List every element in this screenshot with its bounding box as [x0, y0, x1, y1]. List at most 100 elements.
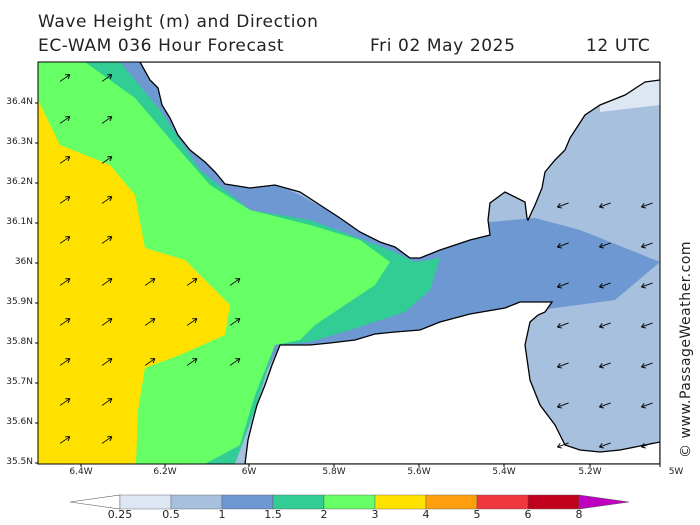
wave-arrow: [557, 402, 569, 409]
wave-arrow: [641, 242, 653, 249]
wave-arrow: [557, 442, 569, 449]
lat-tick-label: 35.9N: [6, 297, 33, 307]
wave-arrow: [186, 358, 198, 366]
wave-arrow: [186, 318, 198, 326]
colorbar-swatch: [170, 494, 223, 510]
lat-tick-label: 35.7N: [6, 377, 33, 387]
lon-tick-label: 5.4W: [492, 467, 516, 477]
wave-arrow: [557, 282, 569, 289]
wave-arrow: [59, 358, 71, 366]
colorbar-min-arrow: [69, 494, 121, 510]
wave-arrow: [101, 436, 113, 444]
lon-tick-label: 6.2W: [153, 467, 177, 477]
wave-arrow: [59, 156, 71, 164]
lon-tick-label: 5.2W: [578, 467, 602, 477]
colorbar-label: 0.25: [107, 508, 133, 521]
colorbar-label: 0.5: [162, 508, 180, 521]
wave-arrow: [641, 282, 653, 289]
credit-text: © www.PassageWeather.com: [678, 240, 694, 458]
wave-direction-arrows: [59, 74, 653, 449]
wave-arrow: [101, 236, 113, 244]
colorbar-swatch: [119, 494, 172, 510]
wave-arrow: [101, 358, 113, 366]
colorbar-label: 5: [473, 508, 481, 521]
wave-arrow: [59, 116, 71, 124]
sea-yellow-zone: [38, 100, 230, 464]
wave-arrow: [557, 242, 569, 249]
wave-arrow: [557, 202, 569, 209]
lat-tick-label: 36.2N: [6, 177, 33, 187]
lat-tick-label: 35.5N: [6, 457, 33, 467]
colorbar-label: 1: [218, 508, 226, 521]
colorbar-label: 4: [422, 508, 430, 521]
colorbar-label: 1.5: [264, 508, 282, 521]
colorbar-swatch: [272, 494, 325, 510]
wave-arrow: [229, 278, 241, 286]
lon-tick-label: 5.6W: [407, 467, 431, 477]
wave-arrow: [59, 74, 71, 82]
wave-arrow: [101, 74, 113, 82]
lat-tick-label: 36.4N: [6, 97, 33, 107]
lon-tick-label: 5W: [668, 467, 684, 477]
wave-arrow: [599, 282, 611, 289]
colorbar-label: 2: [320, 508, 328, 521]
lat-tick-label: 36N: [14, 257, 33, 267]
colorbar-label: 8: [575, 508, 583, 521]
land-spain: [139, 62, 660, 259]
lat-tick-label: 36.3N: [6, 137, 33, 147]
land-morocco: [244, 301, 660, 464]
forecast-date: Fri 02 May 2025: [370, 36, 516, 56]
lat-tick-label: 35.6N: [6, 417, 33, 427]
forecast-time: 12 UTC: [586, 36, 651, 56]
wave-arrow: [144, 278, 156, 286]
wave-arrow: [599, 322, 611, 329]
wave-arrow: [59, 436, 71, 444]
wave-arrow: [59, 278, 71, 286]
colorbar-label: 6: [524, 508, 532, 521]
colorbar: [69, 494, 630, 510]
lon-tick-label: 5.8W: [322, 467, 346, 477]
colorbar-swatch: [374, 494, 427, 510]
lat-tick-label: 35.8N: [6, 337, 33, 347]
wave-arrow: [59, 398, 71, 406]
wave-arrow: [641, 322, 653, 329]
colorbar-swatch: [527, 494, 580, 510]
axis-ticks: [35, 102, 661, 467]
wave-arrow: [144, 358, 156, 366]
wave-arrow: [599, 242, 611, 249]
wave-arrow: [599, 402, 611, 409]
wave-arrow: [557, 322, 569, 329]
wave-arrow: [59, 236, 71, 244]
wave-arrow: [599, 202, 611, 209]
colorbar-swatch: [221, 494, 274, 510]
wave-arrow: [599, 442, 611, 449]
wave-arrow: [599, 362, 611, 369]
lon-tick-label: 6W: [241, 467, 257, 477]
lat-tick-label: 36.1N: [6, 217, 33, 227]
wave-arrow: [101, 278, 113, 286]
map-title: Wave Height (m) and Direction: [38, 12, 319, 32]
wave-arrow: [101, 116, 113, 124]
wave-arrow: [101, 156, 113, 164]
colorbar-swatch: [425, 494, 478, 510]
wave-arrow: [229, 318, 241, 326]
wave-arrow: [144, 318, 156, 326]
lon-tick-label: 6.4W: [69, 467, 93, 477]
colorbar-swatch: [476, 494, 529, 510]
wave-arrow: [641, 402, 653, 409]
wave-arrow: [641, 362, 653, 369]
wave-arrow: [101, 196, 113, 204]
colorbar-label: 3: [371, 508, 379, 521]
colorbar-swatch: [323, 494, 376, 510]
wave-arrow: [641, 442, 653, 449]
wave-arrow: [101, 318, 113, 326]
model-label: EC-WAM 036 Hour Forecast: [38, 36, 285, 56]
colorbar-max-arrow: [578, 494, 630, 510]
map-area: [38, 62, 660, 464]
wave-arrow: [186, 278, 198, 286]
wave-arrow: [641, 202, 653, 209]
wave-arrow: [557, 362, 569, 369]
wave-arrow: [59, 196, 71, 204]
wave-arrow: [101, 398, 113, 406]
